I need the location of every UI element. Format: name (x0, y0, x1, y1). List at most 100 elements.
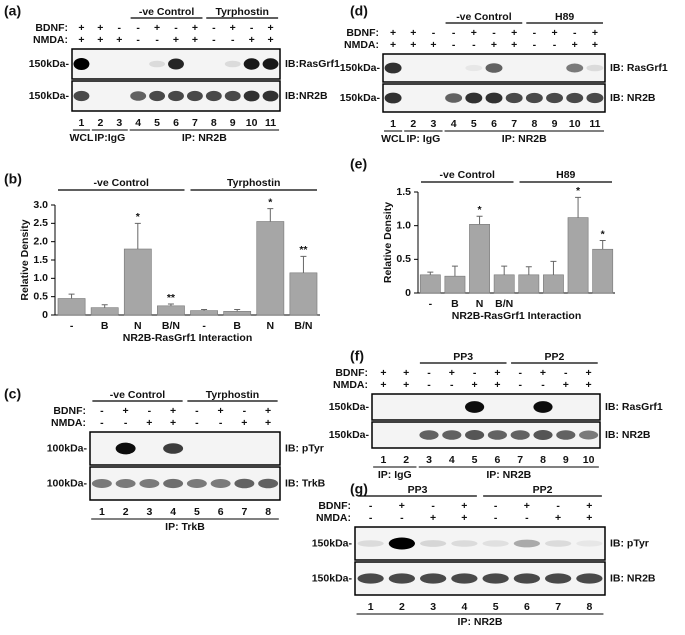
treatment-label: BDNF: (335, 367, 368, 379)
treatment-sign: + (449, 367, 455, 379)
treatment-sign: - (533, 27, 537, 39)
lane-number: 1 (368, 601, 374, 613)
bar (289, 272, 318, 316)
treatment-sign: - (432, 27, 436, 39)
treatment-sign: + (170, 405, 176, 417)
antibody-label: IB: RasGrf1 (605, 401, 663, 413)
lane-number: 3 (430, 601, 436, 613)
treatment-sign: + (410, 27, 416, 39)
y-tick-label: 3.0 (33, 199, 48, 211)
antibody-label: IB:NR2B (285, 90, 328, 102)
band (262, 58, 279, 70)
lane-number: 2 (410, 118, 416, 130)
lane-number: 8 (265, 506, 271, 518)
error-bar (550, 260, 557, 275)
group-label: Tyrphostin (206, 389, 259, 401)
band (465, 430, 485, 440)
treatment-sign: + (586, 500, 592, 512)
group-label: H89 (556, 169, 575, 181)
x-tick-label: - (70, 320, 74, 332)
ip-label: IP: TrkB (165, 521, 205, 533)
group-label: -ve Control (110, 389, 166, 401)
band (482, 573, 509, 584)
band (73, 58, 90, 70)
lane-number: 7 (555, 601, 561, 613)
treatment-sign: - (452, 27, 456, 39)
lane-number: 3 (426, 454, 432, 466)
band (533, 430, 553, 440)
band (445, 93, 463, 103)
error-bar (267, 208, 274, 222)
lane-number: 9 (552, 118, 558, 130)
treatment-sign: - (243, 405, 247, 417)
treatment-label: NMDA: (33, 34, 68, 46)
group-label: -ve Control (94, 177, 150, 189)
error-bar (134, 222, 141, 249)
mw-marker: 100kDa- (47, 477, 88, 489)
treatment-sign: - (431, 500, 435, 512)
treatment-sign: + (410, 39, 416, 51)
x-tick-label: B (451, 298, 459, 310)
lane-number: 5 (472, 454, 478, 466)
antibody-label: IB: NR2B (605, 429, 651, 441)
error-bar (300, 255, 307, 273)
bar (592, 248, 614, 294)
treatment-sign: - (452, 39, 456, 51)
band (163, 478, 184, 489)
antibody-label: IB: pTyr (610, 537, 649, 549)
lane-number: 10 (583, 454, 595, 466)
mw-marker: 150kDa- (329, 429, 370, 441)
error-bar (501, 265, 508, 275)
y-tick-label: 2.0 (33, 235, 48, 247)
treatment-sign: - (195, 417, 199, 429)
treatment-sign: - (518, 367, 522, 379)
group-label: PP2 (533, 484, 553, 496)
band (224, 60, 241, 68)
treatment-sign: + (241, 417, 247, 429)
treatment-sign: + (586, 512, 592, 524)
treatment-sign: - (250, 22, 254, 34)
ip-label: IP: NR2B (458, 616, 503, 628)
treatment-sign: - (494, 500, 498, 512)
treatment-sign: + (511, 39, 517, 51)
lane-number: 2 (97, 117, 103, 129)
group-label: PP3 (453, 351, 473, 363)
band (586, 64, 604, 72)
lane-number: 4 (451, 118, 457, 130)
lane-number: 6 (218, 506, 224, 518)
x-tick-label: N (267, 320, 275, 332)
lane-number: 11 (265, 117, 276, 129)
treatment-sign: - (174, 22, 178, 34)
treatment-sign: + (97, 34, 103, 46)
y-tick-label: 0 (42, 309, 48, 321)
treatment-sign: + (192, 34, 198, 46)
treatment-sign: + (592, 39, 598, 51)
ip-label: IP:IgG (94, 132, 125, 144)
y-tick-label: 1.5 (396, 186, 411, 198)
bar (57, 298, 86, 316)
treatment-sign: + (116, 34, 122, 46)
treatment-sign: - (100, 405, 104, 417)
treatment-sign: + (563, 379, 569, 391)
band (485, 92, 503, 104)
error-bar (451, 265, 458, 277)
group-label: -ve Control (440, 169, 496, 181)
band (388, 573, 415, 584)
band (419, 430, 439, 440)
group-label: PP2 (544, 351, 564, 363)
x-tick-label: N (134, 320, 142, 332)
error-bar (201, 309, 208, 311)
panel-letter: (c) (4, 386, 21, 402)
band (234, 478, 255, 489)
treatment-sign: + (540, 367, 546, 379)
treatment-sign: + (494, 367, 500, 379)
y-axis-label: Relative Density (382, 202, 394, 283)
treatment-sign: - (231, 34, 235, 46)
bar (256, 221, 285, 316)
band (566, 63, 584, 73)
bar (469, 224, 490, 294)
treatment-sign: - (212, 22, 216, 34)
band (163, 443, 184, 454)
treatment-sign: - (473, 367, 477, 379)
treatment-sign: + (592, 27, 598, 39)
